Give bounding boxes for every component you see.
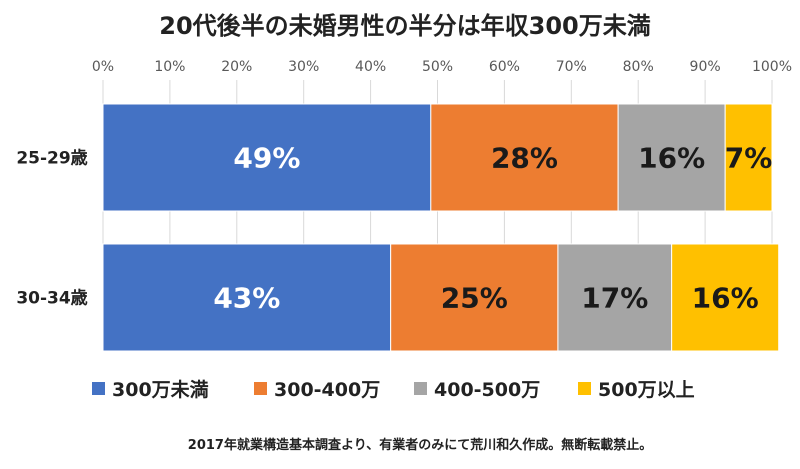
- data-label: 7%: [725, 142, 773, 175]
- bar-segment: [724, 103, 773, 212]
- bar-segment: [557, 243, 673, 352]
- legend-label: 500万以上: [598, 379, 695, 401]
- bar-segment: [102, 103, 432, 212]
- data-label: 28%: [491, 142, 558, 175]
- x-tick-label: 60%: [489, 59, 520, 75]
- category-label: 25-29歳: [16, 148, 87, 169]
- legend-swatch: [92, 382, 105, 395]
- legend-label: 300万未満: [112, 378, 209, 401]
- category-label: 30-34歳: [16, 288, 87, 309]
- x-tick-label: 80%: [623, 59, 654, 75]
- data-label: 17%: [581, 282, 648, 315]
- legend-label: 300-400万: [274, 379, 380, 401]
- x-tick-label: 0%: [92, 59, 114, 75]
- x-tick-label: 90%: [690, 59, 721, 75]
- category-labels: 25-29歳 30-34歳: [16, 148, 87, 309]
- x-tick-label: 20%: [221, 59, 252, 75]
- x-tick-label: 40%: [355, 59, 386, 75]
- data-label: 43%: [213, 282, 280, 315]
- data-label: 16%: [692, 282, 759, 315]
- bar-segment: [671, 243, 780, 352]
- data-label: 16%: [638, 142, 705, 175]
- legend-swatch: [254, 382, 267, 395]
- bar-segment: [390, 243, 559, 352]
- x-tick-label: 50%: [422, 59, 453, 75]
- legend-swatch: [578, 382, 591, 395]
- legend-swatch: [414, 382, 427, 395]
- data-label: 25%: [441, 282, 508, 315]
- x-tick-label: 70%: [556, 59, 587, 75]
- bar-segment: [430, 103, 619, 212]
- chart-title: 20代後半の未婚男性の半分は年収300万未満: [159, 12, 651, 40]
- bars: 49% 28% 16% 7% 43% 25% 17% 16%: [102, 103, 780, 352]
- legend: 300万未満 300-400万 400-500万 500万以上: [92, 378, 695, 401]
- x-tick-label: 10%: [154, 59, 185, 75]
- x-tick-labels: 0% 10% 20% 30% 40% 50% 60% 70% 80% 90% 100%: [92, 59, 792, 75]
- x-tick-label: 30%: [288, 59, 319, 75]
- bar-segment: [617, 103, 726, 212]
- data-label: 49%: [233, 142, 300, 175]
- source-note: 2017年就業構造基本調査より、有業者のみにて荒川和久作成。無断転載禁止。: [188, 437, 652, 453]
- legend-label: 400-500万: [434, 379, 540, 401]
- bar-segment: [102, 243, 392, 352]
- x-tick-label: 100%: [752, 59, 792, 75]
